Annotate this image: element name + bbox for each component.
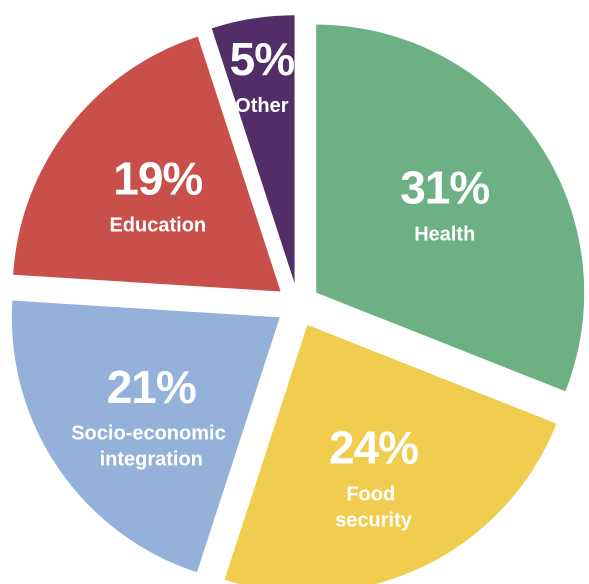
value-label: 21% — [107, 361, 196, 413]
label-line: Socio-economic — [71, 423, 231, 445]
category-label: Socio-economic integration — [71, 423, 231, 471]
category-label: Other — [235, 95, 289, 117]
value-label: 31% — [400, 161, 489, 213]
pie-slice — [211, 15, 295, 284]
category-label: Food security — [335, 484, 413, 532]
label-line: Food — [346, 484, 400, 506]
label-line: integration — [100, 449, 203, 471]
pie-slice — [224, 324, 557, 584]
value-label: 24% — [329, 422, 418, 474]
value-label: 19% — [113, 152, 202, 204]
pie-slice — [11, 300, 280, 573]
category-label: Health — [414, 224, 475, 246]
label-line: security — [335, 510, 413, 532]
category-label: Education — [109, 215, 206, 237]
value-label: 5% — [230, 33, 295, 85]
pie-slice — [13, 36, 281, 292]
pie-slice — [316, 24, 585, 392]
